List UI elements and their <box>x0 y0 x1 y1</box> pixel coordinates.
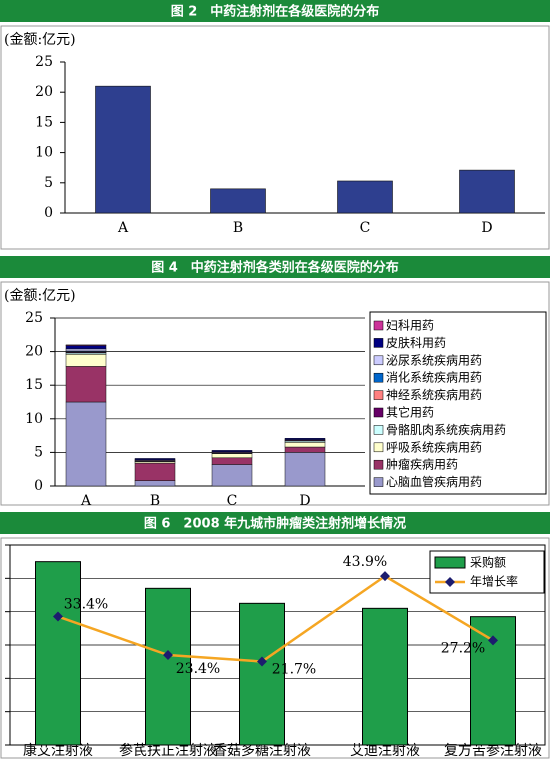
legend-swatch <box>434 556 466 569</box>
header-bar <box>0 0 550 22</box>
legend-swatch <box>373 442 384 453</box>
x-tick-label: D <box>481 220 492 236</box>
bar-segment <box>211 450 253 452</box>
line-marker <box>257 656 267 667</box>
x-tick-label: 香菇多糖注射液 <box>213 742 311 759</box>
bar <box>210 188 266 214</box>
legend-label: 心脑血管疾病用药 <box>386 474 482 489</box>
legend-label: 肿瘤疾病用药 <box>386 457 458 472</box>
y-tick-label: 5 <box>44 175 53 191</box>
legend-label: 呼吸系统疾病用药 <box>386 439 482 454</box>
bar-segment <box>65 401 107 487</box>
data-label: 23.4% <box>176 661 220 677</box>
bar-segment <box>65 366 107 403</box>
y-tick-label: 0 <box>34 478 43 494</box>
chart-title: 图 4 中药注射剂各类别在各级医院的分布 <box>151 260 399 276</box>
chart-frame <box>0 281 550 506</box>
x-tick-label: C <box>227 493 238 509</box>
legend-label: 泌尿系统疾病用药 <box>386 352 482 367</box>
bar <box>145 587 191 746</box>
bar <box>35 561 81 746</box>
bar-segment <box>65 354 107 367</box>
legend-marker <box>445 577 455 587</box>
legend-swatch <box>373 425 384 435</box>
line-marker <box>53 611 63 622</box>
x-tick-label: 参芪扶正注射液 <box>119 742 217 759</box>
bar-segment <box>284 438 326 440</box>
x-tick-label: B <box>233 220 243 236</box>
y-tick-label: 15 <box>35 114 53 130</box>
bar-segment <box>134 462 176 481</box>
bar-segment <box>284 452 326 487</box>
legend-swatch <box>373 407 384 418</box>
header-bar <box>0 512 550 534</box>
legend-swatch <box>373 372 384 383</box>
bar <box>239 602 285 746</box>
legend-swatch <box>373 390 384 400</box>
y-axis-label: (金额:亿元) <box>4 32 76 48</box>
legend-label: 骨骼肌肉系统疾病用药 <box>386 422 506 437</box>
x-tick-label: D <box>299 493 310 509</box>
chart-title: 图 2 中药注射剂在各级医院的分布 <box>171 4 380 20</box>
bar-segment <box>284 446 326 453</box>
y-tick-label: 20 <box>25 344 43 360</box>
chart-title: 图 6 2008 年九城市肿瘤类注射剂增长情况 <box>144 516 406 532</box>
y-axis-label: (金额:亿元) <box>4 288 76 304</box>
legend-label: 采购额 <box>470 555 506 570</box>
data-label: 27.2% <box>441 640 485 656</box>
bar-segment <box>211 457 253 465</box>
legend-label: 消化系统疾病用药 <box>386 370 482 385</box>
bar-segment <box>284 442 326 448</box>
legend-label: 妇科用药 <box>386 319 434 333</box>
data-label: 33.4% <box>64 597 108 613</box>
x-tick-label: B <box>150 493 160 509</box>
legend-label: 年增长率 <box>470 574 518 589</box>
legend-label: 其它用药 <box>386 405 434 420</box>
x-tick-label: A <box>80 493 92 509</box>
y-tick-label: 0 <box>44 205 53 221</box>
legend-box <box>369 311 547 495</box>
data-label: 43.9% <box>343 554 387 570</box>
legend-label: 皮肤科用药 <box>386 335 446 350</box>
y-tick-label: 25 <box>35 54 53 70</box>
x-tick-label: 复方苦参注射液 <box>444 742 542 759</box>
bar <box>95 85 151 214</box>
bar-segment <box>65 344 107 346</box>
x-tick-label: 康艾注射液 <box>23 742 93 759</box>
bar <box>337 180 393 214</box>
legend-swatch <box>373 320 384 331</box>
legend-label: 神经系统疾病用药 <box>386 387 482 402</box>
line-marker <box>163 650 173 660</box>
bar <box>362 607 408 746</box>
chart-frame <box>0 25 550 250</box>
legend-swatch <box>373 477 384 487</box>
y-tick-label: 20 <box>35 84 53 100</box>
legend-swatch <box>373 338 384 348</box>
line-marker <box>488 635 498 646</box>
legend-swatch <box>373 355 384 366</box>
bar-segment <box>65 348 107 352</box>
bar-segment <box>211 464 253 487</box>
x-tick-label: 艾迪注射液 <box>350 743 420 759</box>
bar-segment <box>65 345 107 350</box>
header-bar <box>0 256 550 278</box>
y-tick-label: 15 <box>25 377 43 393</box>
legend-swatch <box>373 459 384 470</box>
data-label: 21.7% <box>272 662 316 678</box>
line-marker <box>380 571 390 582</box>
chart-frame <box>0 537 550 759</box>
bar-segment <box>134 480 176 487</box>
x-tick-label: A <box>117 220 129 236</box>
y-tick-label: 25 <box>25 310 43 326</box>
bar-segment <box>211 453 253 459</box>
y-tick-label: 10 <box>35 145 53 161</box>
y-tick-label: 5 <box>34 444 43 460</box>
x-tick-label: C <box>360 220 371 236</box>
y-tick-label: 10 <box>25 411 43 427</box>
bar-segment <box>134 458 176 461</box>
bar <box>459 169 515 214</box>
